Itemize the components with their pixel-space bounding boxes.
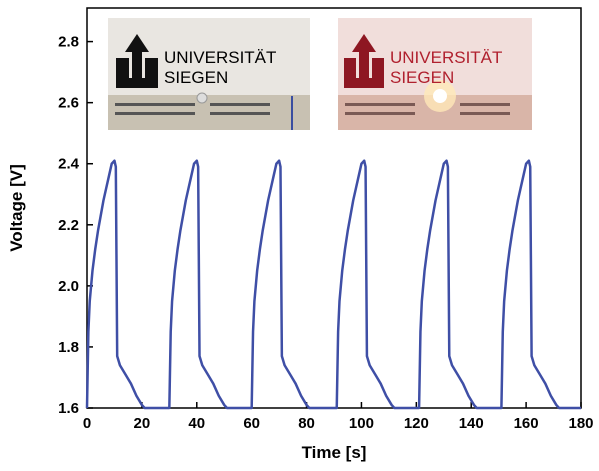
inset-photo-on: UNIVERSITÄT SIEGEN — [338, 18, 532, 130]
x-tick-label: 80 — [298, 415, 315, 432]
chart: UNIVERSITÄT SIEGEN UNIVERSITÄT SIEGEN Ti… — [0, 0, 599, 471]
x-tick-label: 0 — [83, 415, 91, 432]
inset-label: UNIVERSITÄT — [390, 48, 502, 67]
x-tick-label: 120 — [404, 415, 429, 432]
y-tick-label: 2.6 — [58, 95, 79, 112]
y-tick-label: 2.8 — [58, 34, 79, 51]
x-tick-label: 100 — [349, 415, 374, 432]
inset-label: SIEGEN — [390, 68, 454, 87]
inset-label: SIEGEN — [164, 68, 228, 87]
inset-label: UNIVERSITÄT — [164, 48, 276, 67]
x-axis-title: Time [s] — [302, 443, 367, 462]
y-tick-label: 1.8 — [58, 339, 79, 356]
x-tick-label: 20 — [134, 415, 151, 432]
y-tick-label: 1.6 — [58, 400, 79, 417]
y-tick-label: 2.4 — [58, 156, 80, 173]
inset-photo-off: UNIVERSITÄT SIEGEN — [108, 18, 310, 130]
y-tick-label: 2.2 — [58, 217, 79, 234]
y-tick-label: 2.0 — [58, 278, 79, 295]
x-tick-label: 160 — [514, 415, 539, 432]
x-tick-label: 140 — [459, 415, 484, 432]
x-tick-label: 60 — [243, 415, 260, 432]
y-axis-title: Voltage [V] — [7, 164, 26, 252]
data-line — [87, 161, 581, 408]
x-tick-label: 40 — [188, 415, 205, 432]
x-tick-label: 180 — [568, 415, 593, 432]
